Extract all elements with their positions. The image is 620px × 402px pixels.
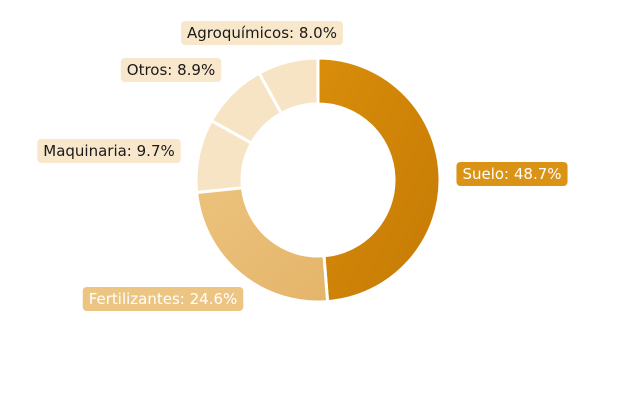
slice-label-background xyxy=(456,162,568,186)
slice-label-background xyxy=(120,58,222,82)
slice-label-otros: Otros: 8.9% xyxy=(120,58,222,82)
slice-label-background xyxy=(82,287,244,311)
slice-label-fertilizantes: Fertilizantes: 24.6% xyxy=(82,287,244,311)
donut-slice-suelo[interactable] xyxy=(316,56,442,304)
slice-label-maquinaria: Maquinaria: 9.7% xyxy=(37,139,181,163)
slice-label-agroqu-micos: Agroquímicos: 8.0% xyxy=(181,21,343,45)
donut-slice-agroqu-micos[interactable] xyxy=(257,56,320,116)
slice-label-text: Suelo: 48.7% xyxy=(462,165,561,183)
slice-label-text: Otros: 8.9% xyxy=(127,61,215,79)
slice-label-text: Agroquímicos: 8.0% xyxy=(187,24,337,42)
donut-slice-fertilizantes[interactable] xyxy=(194,186,330,304)
slices-layer xyxy=(194,56,442,304)
slice-label-background xyxy=(37,139,181,163)
slice-label-text: Maquinaria: 9.7% xyxy=(43,142,174,160)
labels-layer: Suelo: 48.7% Fertilizantes: 24.6% Maquinar… xyxy=(37,21,568,311)
slice-label-text: Fertilizantes: 24.6% xyxy=(89,290,238,308)
slice-label-background xyxy=(181,21,343,45)
slice-label-suelo: Suelo: 48.7% xyxy=(456,162,568,186)
